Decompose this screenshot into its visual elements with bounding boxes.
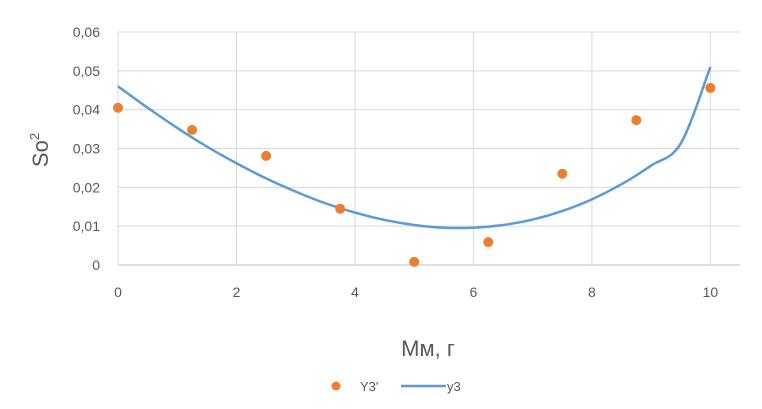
y-tick-label: 0,05: [73, 63, 100, 79]
x-tick-label: 8: [588, 284, 596, 300]
y-tick-label: 0,02: [73, 179, 100, 195]
legend: Y3' y3: [331, 379, 461, 394]
x-tick-labels: 0 2 4 6 8 10: [114, 284, 718, 300]
x-tick-label: 6: [470, 284, 478, 300]
y-tick-label: 0,04: [73, 102, 100, 118]
data-point-y3-prime: [261, 150, 272, 161]
y-tick-label: 0,06: [73, 24, 100, 40]
data-point-y3-prime: [187, 124, 198, 135]
data-point-y3-prime: [557, 168, 568, 179]
legend-label-y3: y3: [447, 379, 461, 394]
y-tick-label: 0: [92, 257, 100, 273]
y-axis-label-superscript: 2: [27, 133, 42, 140]
gridlines: [117, 31, 740, 266]
legend-marker-y3-prime: [331, 381, 341, 391]
legend-label-y3-prime: Y3': [360, 379, 378, 394]
data-point-y3-prime: [631, 115, 642, 126]
data-point-y3-prime: [483, 237, 494, 248]
x-tick-label: 2: [233, 284, 241, 300]
data-point-y3-prime: [335, 203, 346, 214]
series-layer: [113, 66, 716, 267]
x-tick-label: 10: [703, 284, 719, 300]
series-line-y3: [117, 66, 712, 230]
data-point-y3-prime: [409, 256, 420, 267]
y-tick-label: 0,01: [73, 218, 100, 234]
data-point-y3-prime: [113, 102, 123, 113]
data-point-y3-prime: [705, 82, 716, 93]
y-tick-label: 0,03: [73, 141, 100, 157]
x-axis-label: Мм, г: [401, 336, 455, 361]
x-tick-label: 0: [114, 284, 122, 300]
y-tick-labels: 0 0,01 0,02 0,03 0,04 0,05 0,06: [73, 24, 100, 273]
x-tick-label: 4: [351, 284, 359, 300]
y-axis-label: So2: [27, 133, 53, 167]
